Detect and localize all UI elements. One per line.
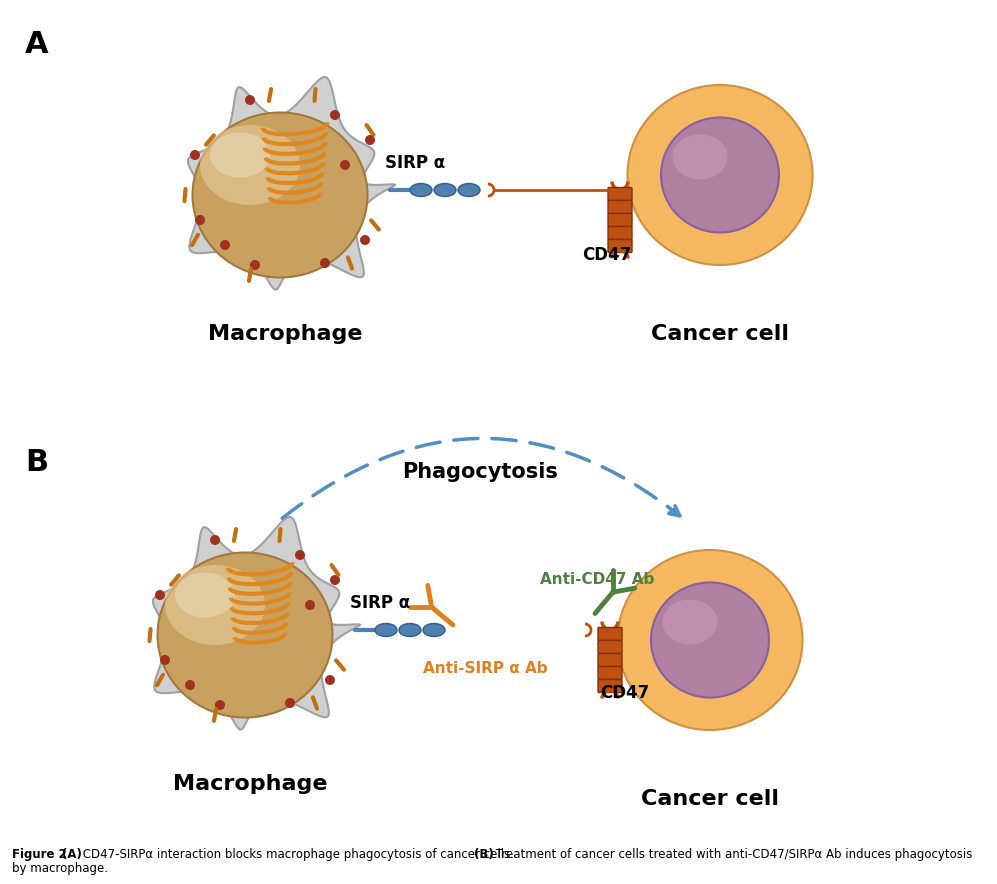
Circle shape: [325, 675, 335, 685]
Text: Phagocytosis: Phagocytosis: [402, 462, 558, 482]
Ellipse shape: [375, 623, 397, 636]
Circle shape: [210, 535, 220, 545]
FancyBboxPatch shape: [608, 240, 632, 253]
Text: SIRP α: SIRP α: [385, 154, 445, 172]
Ellipse shape: [158, 552, 333, 718]
Circle shape: [305, 600, 315, 610]
FancyBboxPatch shape: [598, 628, 622, 641]
FancyBboxPatch shape: [608, 187, 632, 201]
Ellipse shape: [434, 184, 456, 196]
FancyBboxPatch shape: [598, 667, 622, 680]
Circle shape: [360, 235, 370, 245]
Circle shape: [330, 575, 340, 585]
Circle shape: [340, 160, 350, 170]
Text: by macrophage.: by macrophage.: [12, 862, 108, 875]
Circle shape: [285, 698, 295, 708]
Text: CD47: CD47: [582, 246, 631, 263]
Circle shape: [160, 655, 170, 665]
Ellipse shape: [175, 573, 235, 618]
Polygon shape: [153, 517, 360, 729]
Ellipse shape: [458, 184, 480, 196]
Circle shape: [190, 150, 200, 160]
Text: (A): (A): [62, 848, 82, 861]
Text: SIRP α: SIRP α: [350, 594, 410, 612]
Circle shape: [250, 260, 260, 270]
Text: Cancer cell: Cancer cell: [651, 324, 789, 344]
Circle shape: [155, 590, 165, 600]
Circle shape: [320, 258, 330, 268]
Ellipse shape: [200, 125, 300, 205]
Circle shape: [245, 95, 255, 105]
Text: B: B: [25, 448, 48, 477]
Circle shape: [215, 700, 225, 710]
Circle shape: [295, 550, 305, 560]
Ellipse shape: [673, 134, 728, 179]
FancyBboxPatch shape: [598, 653, 622, 667]
Text: Anti-SIRP α Ab: Anti-SIRP α Ab: [423, 661, 547, 676]
Circle shape: [365, 135, 375, 145]
Ellipse shape: [661, 118, 779, 232]
Text: Macrophage: Macrophage: [172, 774, 327, 794]
Text: (B): (B): [474, 848, 494, 861]
Text: Macrophage: Macrophage: [207, 324, 362, 344]
Circle shape: [195, 215, 205, 225]
Ellipse shape: [651, 583, 769, 697]
Ellipse shape: [410, 184, 432, 196]
Ellipse shape: [192, 112, 368, 278]
Text: A: A: [25, 30, 49, 59]
FancyBboxPatch shape: [608, 226, 632, 240]
Polygon shape: [188, 77, 395, 290]
FancyBboxPatch shape: [598, 641, 622, 653]
Ellipse shape: [165, 565, 265, 645]
FancyBboxPatch shape: [608, 201, 632, 214]
Ellipse shape: [662, 599, 718, 644]
FancyBboxPatch shape: [608, 214, 632, 226]
Text: CD47-SIRPα interaction blocks macrophage phagocytosis of cancer cells.: CD47-SIRPα interaction blocks macrophage…: [79, 848, 517, 861]
Ellipse shape: [423, 623, 445, 636]
Circle shape: [185, 680, 195, 690]
Text: Figure 2: Figure 2: [12, 848, 71, 861]
Circle shape: [220, 240, 230, 250]
Text: Anti-CD47 Ab: Anti-CD47 Ab: [540, 571, 654, 586]
Circle shape: [330, 110, 340, 120]
Text: Cancer cell: Cancer cell: [641, 789, 779, 809]
Text: CD47: CD47: [600, 683, 649, 702]
Text: Treatment of cancer cells treated with anti-CD47/SIRPα Ab induces phagocytosis: Treatment of cancer cells treated with a…: [492, 848, 972, 861]
Ellipse shape: [627, 85, 813, 265]
FancyBboxPatch shape: [598, 680, 622, 692]
Ellipse shape: [617, 550, 803, 730]
Ellipse shape: [399, 623, 421, 636]
Ellipse shape: [210, 133, 270, 178]
